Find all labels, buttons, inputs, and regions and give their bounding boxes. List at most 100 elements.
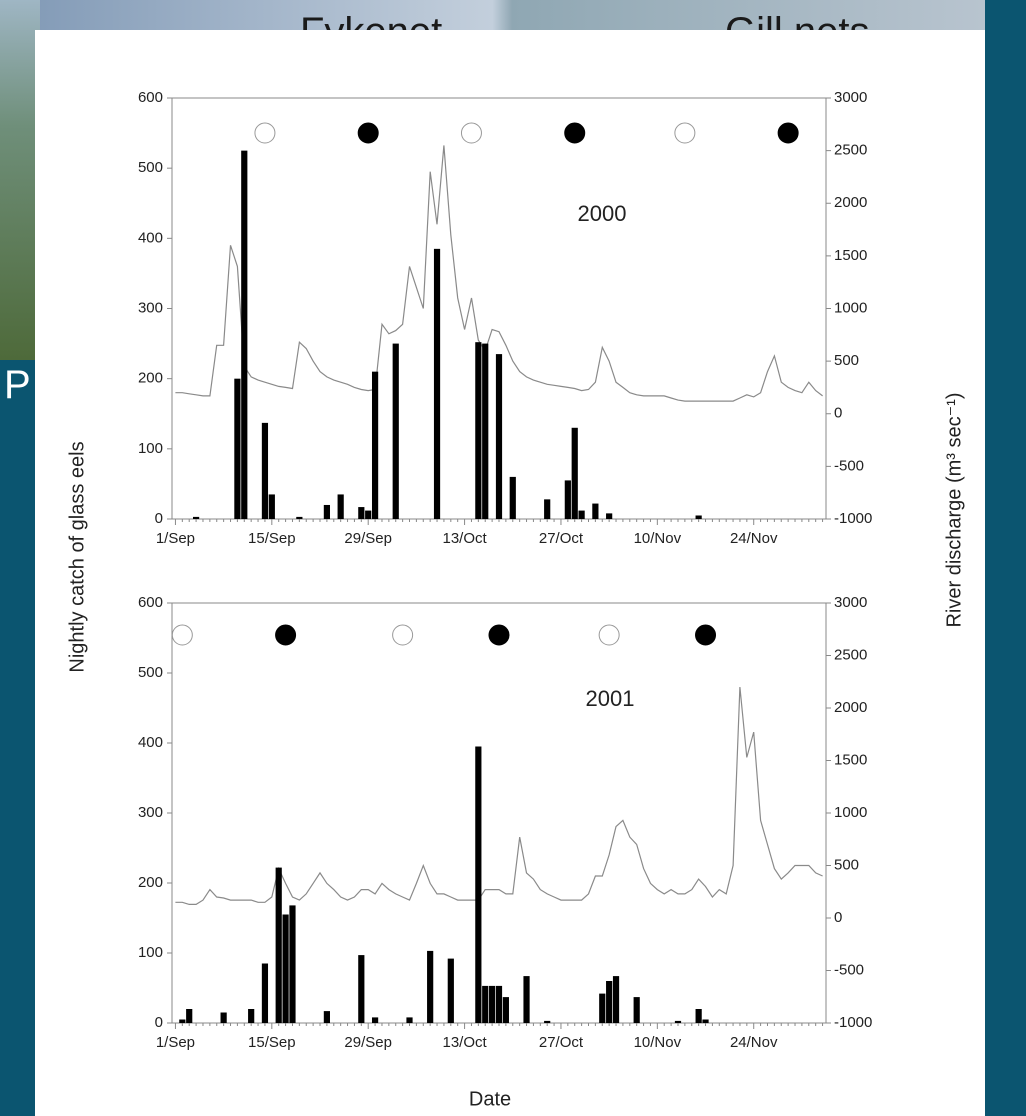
moon-phase (393, 625, 413, 645)
y-tick-label: 100 (138, 944, 163, 961)
bar (579, 511, 585, 519)
bar (248, 1009, 254, 1023)
y2-tick-label: -500 (834, 961, 864, 978)
bar (276, 868, 282, 1023)
bar (193, 517, 199, 519)
y2-tick-label: -1000 (834, 510, 872, 527)
x-tick-label: 10/Nov (634, 530, 682, 547)
y2-tick-label: 1500 (834, 247, 867, 264)
bar (599, 994, 605, 1023)
bar (179, 1020, 185, 1024)
moon-phase (675, 123, 695, 143)
x-tick-label: 13/Oct (442, 530, 487, 547)
bar (324, 1011, 330, 1023)
x-tick-label: 15/Sep (248, 530, 296, 547)
bar (434, 249, 440, 519)
bar (372, 1017, 378, 1023)
y2-tick-label: 500 (834, 856, 859, 873)
y-tick-label: 0 (155, 1014, 163, 1031)
x-tick-label: 13/Oct (442, 1034, 487, 1051)
y-axis-label: Nightly catch of glass eels (66, 441, 88, 672)
bar (572, 428, 578, 519)
moon-phase (276, 625, 296, 645)
x-tick-label: 15/Sep (248, 1034, 296, 1051)
bar (427, 951, 433, 1023)
x-tick-label: 24/Nov (730, 530, 778, 547)
annotation: 2000 (578, 201, 627, 226)
bar (702, 1020, 708, 1024)
x-tick-label: 24/Nov (730, 1034, 778, 1051)
moon-phase (778, 123, 798, 143)
bar (358, 955, 364, 1023)
bar (393, 344, 399, 519)
y2-tick-label: 2000 (834, 194, 867, 211)
bar (372, 372, 378, 519)
bar (296, 517, 302, 519)
bar (475, 342, 481, 519)
bar (565, 480, 571, 519)
y2-tick-label: 2500 (834, 646, 867, 663)
bar (365, 511, 371, 519)
bar (482, 986, 488, 1023)
x-axis-label: Date (469, 1088, 511, 1110)
y2-tick-label: 3000 (834, 594, 867, 611)
bar (696, 1009, 702, 1023)
bar (406, 1017, 412, 1023)
bar (544, 499, 550, 519)
y2-tick-label: 500 (834, 352, 859, 369)
bar (269, 494, 275, 519)
y2-tick-label: 0 (834, 405, 842, 422)
y2-tick-label: 2500 (834, 142, 867, 159)
bar (606, 513, 612, 519)
y-tick-label: 0 (155, 510, 163, 527)
x-tick-label: 1/Sep (156, 530, 195, 547)
x-tick-label: 10/Nov (634, 1034, 682, 1051)
y-tick-label: 300 (138, 299, 163, 316)
slide: Fykenet Gill nets P Nightly catch of gla… (0, 0, 1026, 1116)
moon-phase (255, 123, 275, 143)
y2-tick-label: 3000 (834, 89, 867, 106)
y-tick-label: 200 (138, 370, 163, 387)
y-tick-label: 100 (138, 440, 163, 457)
y-tick-label: 500 (138, 159, 163, 176)
bar (475, 747, 481, 1024)
bar (186, 1009, 192, 1023)
y2-tick-label: 1000 (834, 299, 867, 316)
moon-phase (461, 123, 481, 143)
photo-left (0, 0, 40, 360)
y2-tick-label: 0 (834, 909, 842, 926)
bar (496, 354, 502, 519)
page: Fykenet Gill nets P Nightly catch of gla… (0, 0, 1026, 1116)
y2-tick-label: 2000 (834, 699, 867, 716)
y2-tick-label: 1000 (834, 804, 867, 821)
chart-panel (35, 30, 985, 1116)
bar (592, 504, 598, 519)
x-tick-label: 29/Sep (344, 530, 392, 547)
y-tick-label: 600 (138, 89, 163, 106)
bar (448, 959, 454, 1023)
moon-phase (565, 123, 585, 143)
moon-phase (489, 625, 509, 645)
y2-axis-label: River discharge (m³ sec⁻¹) (943, 392, 965, 627)
bar (482, 344, 488, 519)
bar (241, 151, 247, 519)
x-tick-label: 1/Sep (156, 1034, 195, 1051)
bar (606, 981, 612, 1023)
bar (634, 997, 640, 1023)
moon-phase (358, 123, 378, 143)
bar (496, 986, 502, 1023)
annotation: 2001 (586, 686, 635, 711)
bar (324, 505, 330, 519)
y2-tick-label: 1500 (834, 751, 867, 768)
bar (282, 915, 288, 1024)
bar (289, 905, 295, 1023)
bar (358, 507, 364, 519)
bar (523, 976, 529, 1023)
bar (234, 379, 240, 519)
bar (613, 976, 619, 1023)
x-tick-label: 27/Oct (539, 530, 584, 547)
bar (338, 494, 344, 519)
bar (696, 515, 702, 519)
bar (262, 423, 268, 519)
y-tick-label: 300 (138, 804, 163, 821)
